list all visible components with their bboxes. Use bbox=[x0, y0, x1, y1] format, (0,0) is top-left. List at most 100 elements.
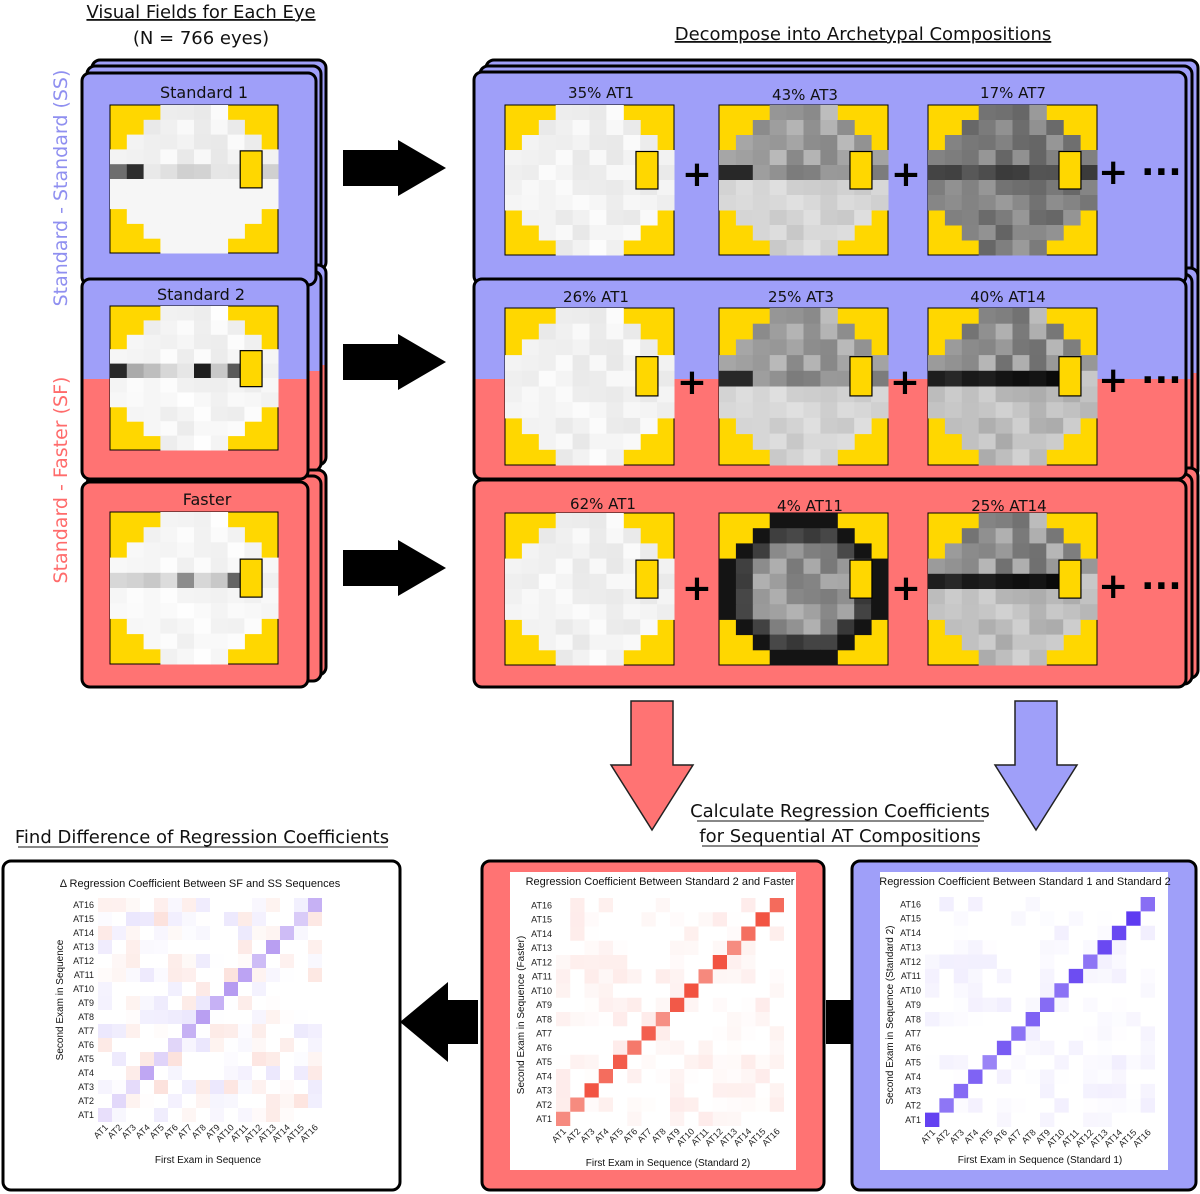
heatmap-cell bbox=[308, 1094, 322, 1108]
heatmap-cell bbox=[154, 996, 168, 1010]
heatmap-cell bbox=[266, 1024, 280, 1038]
heatmap-cell bbox=[210, 940, 224, 954]
heatmap-cell bbox=[670, 898, 684, 912]
heatmap-cell bbox=[1069, 1098, 1083, 1112]
heatmap-cell bbox=[1112, 897, 1126, 911]
heatmap-cell bbox=[308, 1108, 322, 1122]
heatmap-cell bbox=[684, 1012, 698, 1026]
heatmap-cell bbox=[1069, 1113, 1083, 1127]
heatmap-cell bbox=[140, 1066, 154, 1080]
heatmap-cell bbox=[224, 982, 238, 996]
heatmap-cell bbox=[1083, 1083, 1098, 1099]
heatmap-cell bbox=[1083, 1041, 1097, 1055]
heatmap-cell bbox=[570, 912, 585, 927]
heatmap-cell bbox=[769, 1040, 784, 1055]
heatmap-cell bbox=[642, 898, 656, 912]
heatmap-cell bbox=[182, 1108, 196, 1122]
heatmap-cell bbox=[954, 1070, 968, 1084]
y-tick-label: AT7 bbox=[536, 1029, 552, 1039]
heatmap-cell bbox=[769, 898, 784, 913]
heatmap-cell bbox=[727, 1069, 741, 1083]
heatmap-cell bbox=[968, 1069, 983, 1084]
heatmap-cell bbox=[627, 912, 641, 926]
heatmap-cell bbox=[982, 1055, 997, 1070]
heatmap-cell bbox=[655, 898, 670, 913]
heatmap-cell bbox=[140, 1052, 154, 1066]
heatmap-cell bbox=[656, 912, 670, 926]
y-tick-label: AT16 bbox=[73, 900, 94, 910]
y-tick-label: AT13 bbox=[900, 942, 921, 952]
heatmap-cell bbox=[1111, 1083, 1127, 1099]
heatmap-cell bbox=[308, 1052, 322, 1066]
heatmap-cell bbox=[556, 955, 571, 970]
heatmap-cell bbox=[1141, 998, 1155, 1012]
heatmap-cell bbox=[1126, 1026, 1140, 1040]
heatmap-cell bbox=[168, 1080, 182, 1094]
heatmap-cell bbox=[570, 1097, 585, 1112]
heatmap-cell bbox=[670, 1069, 685, 1084]
diff-heatmap-xlabel: First Exam in Sequence bbox=[155, 1155, 262, 1166]
heatmap-cell bbox=[613, 1012, 628, 1027]
heatmap-cell bbox=[252, 898, 266, 912]
heatmap-cell bbox=[308, 1080, 322, 1094]
heatmap-cell bbox=[968, 1098, 983, 1113]
heatmap-cell bbox=[280, 968, 294, 982]
heatmap-cell bbox=[699, 1026, 713, 1040]
heatmap-cell bbox=[925, 983, 940, 998]
heatmap-cell bbox=[1097, 1083, 1112, 1099]
archetype-field bbox=[927, 512, 1098, 666]
heatmap-cell bbox=[1011, 1055, 1025, 1069]
heatmap-cell bbox=[1126, 1012, 1141, 1027]
heatmap-cell bbox=[713, 898, 727, 912]
heatmap-cell bbox=[741, 1083, 756, 1098]
heatmap-cell bbox=[1126, 955, 1140, 969]
heatmap-cell bbox=[939, 897, 954, 912]
heatmap-cell bbox=[727, 1111, 742, 1126]
heatmap-cell bbox=[585, 941, 599, 955]
heatmap-cell bbox=[982, 954, 997, 969]
heatmap-cell bbox=[112, 926, 126, 940]
heatmap-cell bbox=[968, 968, 983, 984]
heatmap-cell bbox=[308, 954, 322, 968]
heatmap-cell bbox=[713, 1041, 727, 1055]
heatmap-cell bbox=[770, 1069, 784, 1083]
heatmap-cell bbox=[1083, 954, 1098, 969]
heatmap-cell bbox=[210, 1080, 224, 1094]
heatmap-cell bbox=[294, 926, 308, 940]
y-tick-label: AT12 bbox=[73, 956, 94, 966]
heatmap-cell bbox=[613, 997, 628, 1012]
heatmap-cell bbox=[1069, 983, 1083, 997]
heatmap-cell bbox=[1011, 969, 1025, 983]
heatmap-cell bbox=[168, 898, 182, 912]
heatmap-cell bbox=[168, 1094, 182, 1108]
y-tick-label: AT8 bbox=[905, 1014, 921, 1024]
archetype-field bbox=[927, 104, 1098, 256]
heatmap-cell bbox=[112, 982, 126, 996]
heatmap-cell bbox=[224, 1066, 238, 1080]
heatmap-cell bbox=[196, 1066, 210, 1080]
heatmap-cell bbox=[556, 1083, 571, 1098]
heatmap-cell bbox=[168, 940, 182, 954]
heatmap-cell bbox=[727, 984, 741, 998]
heatmap-cell bbox=[556, 1026, 570, 1040]
heatmap-cell bbox=[238, 996, 252, 1010]
heatmap-cell bbox=[556, 998, 570, 1012]
heatmap-cell bbox=[1140, 925, 1155, 941]
heatmap-cell bbox=[770, 1012, 784, 1026]
heatmap-cell bbox=[126, 1066, 140, 1080]
heatmap-cell bbox=[238, 1066, 252, 1080]
heatmap-cell bbox=[308, 898, 322, 912]
heatmap-cell bbox=[699, 998, 713, 1012]
heatmap-cell bbox=[684, 969, 698, 983]
heatmap-cell bbox=[1069, 911, 1083, 925]
heatmap-cell bbox=[112, 954, 126, 968]
heatmap-cell bbox=[613, 941, 627, 955]
heatmap-cell bbox=[182, 1038, 196, 1052]
heatmap-cell bbox=[939, 1113, 953, 1127]
heatmap-cell bbox=[713, 1069, 727, 1083]
heatmap-cell bbox=[252, 1080, 266, 1094]
heatmap-cell bbox=[1054, 969, 1068, 983]
heatmap-cell bbox=[983, 1041, 997, 1055]
heatmap-cell bbox=[266, 954, 280, 968]
heatmap-cell bbox=[154, 1094, 168, 1108]
